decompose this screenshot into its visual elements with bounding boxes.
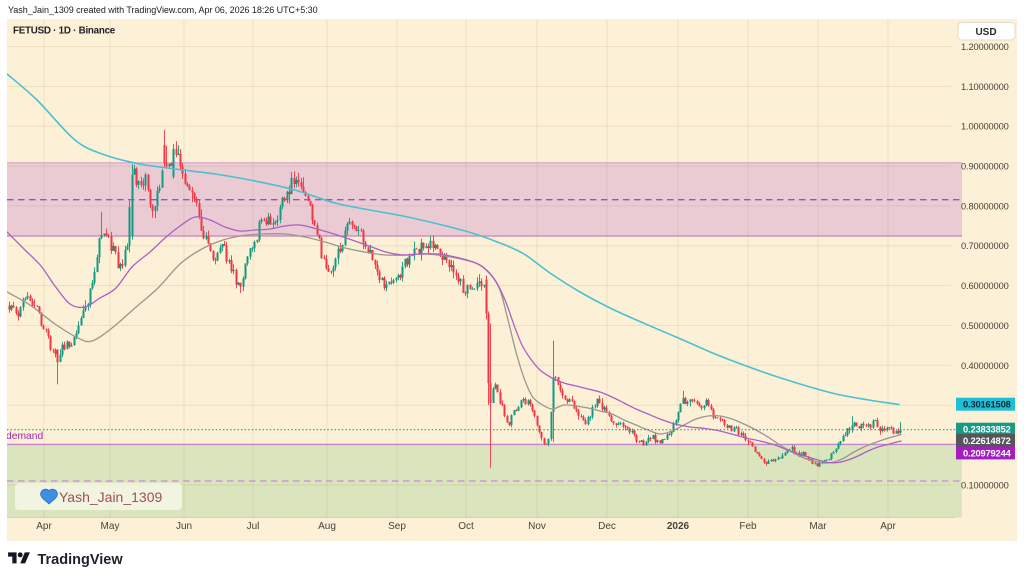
svg-text:Mar: Mar (809, 521, 827, 532)
svg-text:0.80000000: 0.80000000 (961, 201, 1009, 211)
svg-text:demand: demand (7, 431, 43, 442)
svg-text:Nov: Nov (528, 521, 546, 532)
svg-text:Dec: Dec (598, 521, 616, 532)
svg-text:0.10000000: 0.10000000 (961, 480, 1009, 490)
svg-text:Sep: Sep (388, 521, 406, 532)
svg-text:0.70000000: 0.70000000 (961, 241, 1009, 251)
svg-text:Feb: Feb (739, 521, 757, 532)
svg-text:1.10000000: 1.10000000 (961, 82, 1009, 92)
svg-text:1.00000000: 1.00000000 (961, 122, 1009, 132)
svg-text:Jun: Jun (176, 521, 192, 532)
svg-text:0.90000000: 0.90000000 (961, 162, 1009, 172)
svg-text:May: May (101, 521, 120, 532)
svg-text:Jul: Jul (247, 521, 260, 532)
svg-text:USD: USD (975, 27, 996, 38)
svg-text:Aug: Aug (318, 521, 336, 532)
svg-text:0.23833852: 0.23833852 (963, 425, 1011, 435)
svg-text:0.40000000: 0.40000000 (961, 361, 1009, 371)
svg-text:2026: 2026 (667, 521, 690, 532)
svg-text:Apr: Apr (36, 521, 52, 532)
svg-text:0.60000000: 0.60000000 (961, 281, 1009, 291)
svg-text:0.50000000: 0.50000000 (961, 321, 1009, 331)
svg-text:0.22614872: 0.22614872 (963, 436, 1011, 446)
svg-text:Apr: Apr (880, 521, 896, 532)
svg-text:Oct: Oct (458, 521, 474, 532)
svg-text:0.20979244: 0.20979244 (963, 448, 1012, 458)
svg-text:FETUSD · 1D · Binance: FETUSD · 1D · Binance (13, 26, 116, 37)
svg-text:Yash_Jain_1309: Yash_Jain_1309 (59, 489, 162, 505)
svg-text:0.30161508: 0.30161508 (963, 400, 1011, 410)
svg-text:1.20000000: 1.20000000 (961, 42, 1009, 52)
